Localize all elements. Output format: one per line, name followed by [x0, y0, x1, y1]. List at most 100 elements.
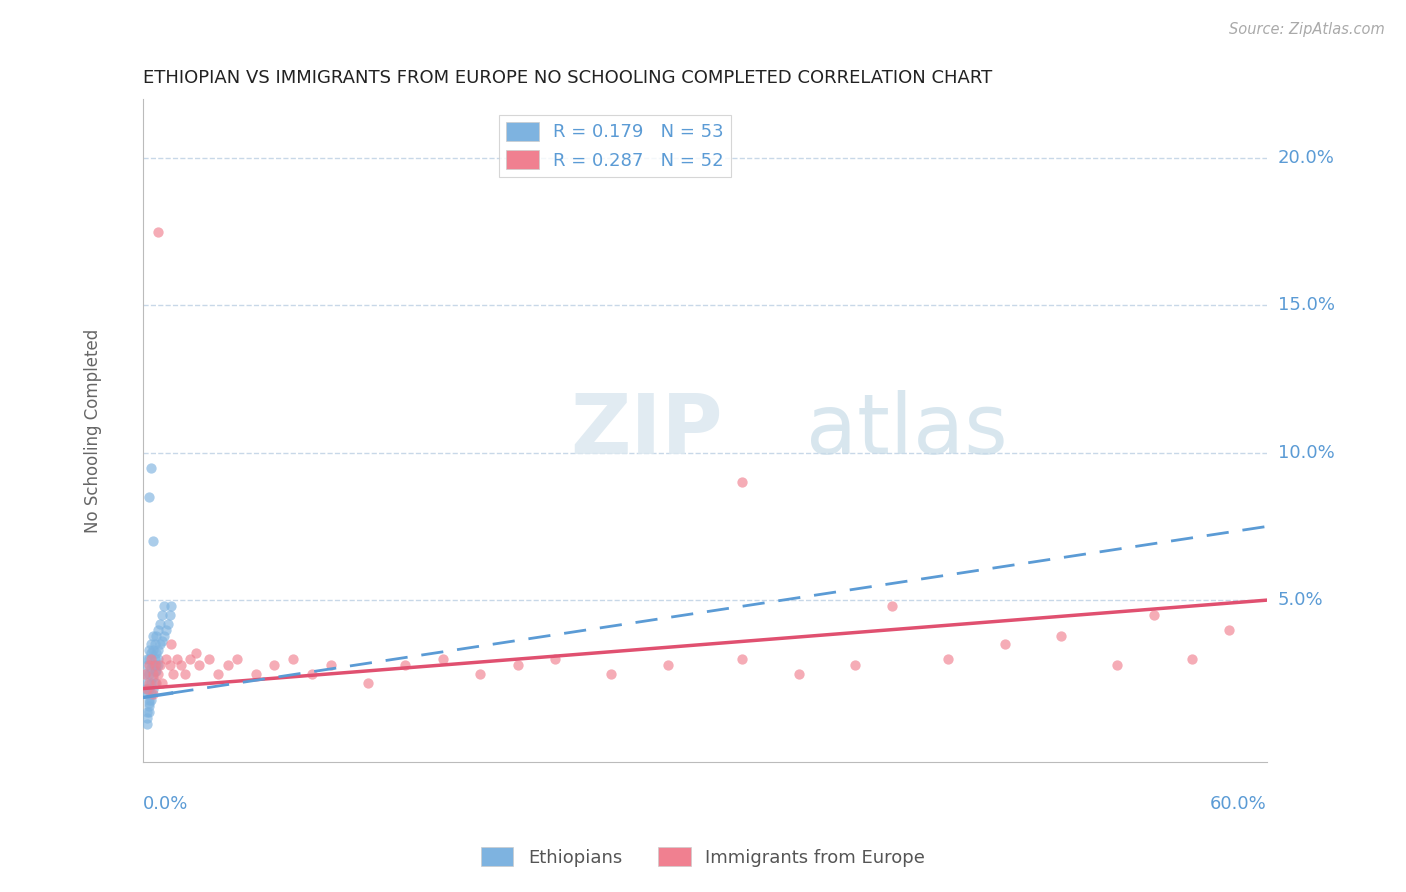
Point	[198, 652, 221, 666]
Point	[139, 688, 162, 702]
Point	[143, 675, 166, 690]
Point	[142, 688, 165, 702]
Point	[136, 652, 159, 666]
Point	[600, 666, 623, 681]
Point	[506, 657, 529, 672]
Point	[882, 599, 904, 613]
Point	[134, 666, 156, 681]
Text: 20.0%: 20.0%	[1278, 149, 1334, 167]
Point	[143, 637, 166, 651]
Text: 5.0%: 5.0%	[1278, 591, 1323, 609]
Point	[160, 599, 183, 613]
Point	[138, 705, 160, 719]
Point	[470, 666, 492, 681]
Text: ETHIOPIAN VS IMMIGRANTS FROM EUROPE NO SCHOOLING COMPLETED CORRELATION CHART: ETHIOPIAN VS IMMIGRANTS FROM EUROPE NO S…	[143, 69, 993, 87]
Point	[319, 657, 342, 672]
Point	[138, 652, 160, 666]
Point	[142, 657, 165, 672]
Point	[357, 675, 380, 690]
Text: 10.0%: 10.0%	[1278, 444, 1334, 462]
Point	[134, 681, 156, 696]
Point	[138, 681, 160, 696]
Point	[1049, 628, 1071, 642]
Point	[138, 490, 160, 504]
Point	[138, 693, 160, 707]
Point	[544, 652, 567, 666]
Point	[149, 657, 172, 672]
Point	[166, 652, 188, 666]
Text: Source: ZipAtlas.com: Source: ZipAtlas.com	[1229, 22, 1385, 37]
Point	[134, 666, 156, 681]
Point	[142, 666, 165, 681]
Point	[162, 666, 184, 681]
Point	[139, 652, 162, 666]
Text: atlas: atlas	[806, 390, 1008, 471]
Point	[1105, 657, 1128, 672]
Point	[170, 657, 193, 672]
Point	[138, 675, 160, 690]
Point	[142, 534, 165, 549]
Text: 15.0%: 15.0%	[1278, 296, 1334, 315]
Point	[281, 652, 304, 666]
Point	[136, 711, 159, 725]
Point	[143, 664, 166, 678]
Point	[938, 652, 960, 666]
Point	[136, 705, 159, 719]
Point	[136, 717, 159, 731]
Point	[173, 666, 195, 681]
Point	[148, 652, 170, 666]
Point	[188, 657, 211, 672]
Point	[217, 657, 239, 672]
Legend: R = 0.179   N = 53, R = 0.287   N = 52: R = 0.179 N = 53, R = 0.287 N = 52	[499, 115, 731, 177]
Point	[138, 666, 160, 681]
Point	[142, 643, 165, 657]
Text: 60.0%: 60.0%	[1211, 796, 1267, 814]
Point	[139, 637, 162, 651]
Point	[148, 657, 170, 672]
Point	[139, 460, 162, 475]
Point	[148, 623, 170, 637]
Point	[155, 652, 177, 666]
Point	[145, 675, 167, 690]
Point	[138, 699, 160, 714]
Point	[156, 616, 179, 631]
Point	[207, 666, 229, 681]
Point	[139, 693, 162, 707]
Legend: Ethiopians, Immigrants from Europe: Ethiopians, Immigrants from Europe	[474, 840, 932, 874]
Point	[1218, 623, 1240, 637]
Text: ZIP: ZIP	[571, 390, 723, 471]
Point	[145, 628, 167, 642]
Point	[731, 475, 754, 490]
Point	[301, 666, 323, 681]
Point	[150, 675, 173, 690]
Point	[150, 634, 173, 648]
Point	[145, 646, 167, 660]
Point	[993, 637, 1015, 651]
Point	[153, 628, 176, 642]
Point	[179, 652, 201, 666]
Point	[657, 657, 679, 672]
Point	[139, 675, 162, 690]
Point	[148, 643, 170, 657]
Point	[145, 664, 167, 678]
Point	[153, 599, 176, 613]
Point	[143, 657, 166, 672]
Point	[150, 607, 173, 622]
Point	[184, 646, 207, 660]
Point	[138, 696, 160, 710]
Point	[159, 607, 181, 622]
Text: No Schooling Completed: No Schooling Completed	[84, 328, 101, 533]
Point	[1143, 607, 1166, 622]
Text: 0.0%: 0.0%	[143, 796, 188, 814]
Point	[138, 643, 160, 657]
Point	[149, 637, 172, 651]
Point	[145, 657, 167, 672]
Point	[136, 681, 159, 696]
Point	[263, 657, 285, 672]
Point	[155, 623, 177, 637]
Point	[148, 225, 170, 239]
Point	[787, 666, 810, 681]
Point	[148, 666, 170, 681]
Point	[136, 688, 159, 702]
Point	[159, 657, 181, 672]
